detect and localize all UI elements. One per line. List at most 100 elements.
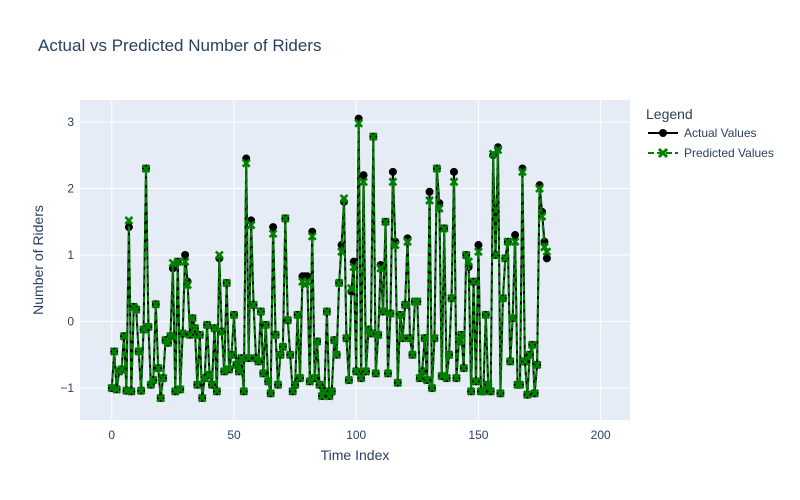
predicted-point (197, 393, 207, 403)
legend-item-actual[interactable]: Actual Values (648, 126, 757, 140)
predicted-point (525, 350, 535, 360)
predicted-point (312, 337, 322, 346)
predicted-point (112, 384, 122, 394)
predicted-point (361, 367, 371, 376)
predicted-point (144, 322, 153, 332)
predicted-point (139, 325, 148, 334)
actual-point (337, 241, 346, 250)
predicted-point (500, 253, 510, 263)
x-tick-label: 50 (227, 428, 241, 442)
predicted-point (471, 376, 481, 386)
x-tick-label: 0 (108, 428, 115, 442)
predicted-point (327, 386, 337, 396)
predicted-point (368, 132, 378, 142)
predicted-point (205, 370, 214, 380)
predicted-point (410, 297, 420, 306)
predicted-point (417, 367, 427, 376)
predicted-point (510, 237, 520, 247)
predicted-point (317, 391, 327, 401)
actual-point (388, 167, 397, 176)
predicted-point (124, 215, 134, 225)
predicted-point (239, 386, 249, 396)
predicted-point (283, 315, 293, 325)
predicted-point (295, 373, 305, 383)
predicted-point (447, 293, 456, 303)
predicted-point (513, 380, 522, 390)
actual-point (359, 171, 368, 180)
predicted-point (246, 220, 256, 230)
predicted-point (459, 363, 469, 373)
predicted-point (530, 388, 540, 398)
predicted-point (381, 217, 390, 227)
predicted-point (432, 164, 442, 173)
predicted-point (324, 391, 334, 401)
predicted-point (464, 257, 474, 267)
predicted-point (329, 335, 339, 345)
legend: Legend Actual Values Predicted Values (646, 106, 774, 160)
predicted-point (400, 300, 410, 310)
x-tick-label: 150 (468, 428, 488, 442)
x-tick-labels: 0 50 100 150 200 (108, 428, 611, 442)
predicted-point (476, 386, 486, 396)
actual-point (511, 231, 520, 240)
predicted-point (293, 310, 302, 320)
predicted-point (527, 340, 537, 350)
predicted-point (183, 280, 192, 290)
predicted-point (371, 369, 381, 378)
predicted-point (461, 250, 471, 260)
actual-point (269, 223, 278, 232)
predicted-point (493, 145, 503, 155)
predicted-point (537, 212, 547, 221)
predicted-point (180, 257, 190, 267)
predicted-point (109, 347, 119, 356)
predicted-point (288, 386, 298, 396)
legend-item-predicted[interactable]: Predicted Values (648, 146, 774, 160)
predicted-point (532, 360, 542, 370)
predicted-point (280, 214, 290, 223)
predicted-point (234, 367, 244, 376)
y-tick-label: 0 (67, 315, 74, 329)
predicted-point (378, 307, 388, 316)
predicted-point (496, 388, 505, 398)
predicted-point (158, 373, 168, 383)
predicted-point (263, 376, 273, 386)
predicted-point (354, 118, 364, 128)
predicted-point (141, 164, 151, 173)
predicted-point (134, 347, 144, 356)
predicted-point (420, 333, 430, 343)
x-tick-label: 100 (346, 428, 366, 442)
predicted-point (271, 330, 280, 340)
predicted-point (427, 383, 437, 393)
predicted-point (131, 305, 141, 314)
predicted-point (261, 320, 271, 330)
legend-predicted-marker (657, 147, 669, 159)
predicted-point (332, 350, 342, 360)
predicted-point (227, 350, 236, 360)
legend-predicted-label: Predicted Values (684, 146, 774, 160)
predicted-point (266, 388, 276, 398)
y-tick-label: 3 (67, 115, 74, 129)
predicted-point (273, 380, 283, 390)
y-tick-label: 1 (67, 248, 74, 262)
predicted-point (346, 283, 356, 293)
predicted-point (386, 309, 395, 318)
x-axis-title: Time Index (321, 447, 390, 463)
predicted-point (153, 363, 163, 373)
predicted-point (442, 373, 452, 383)
predicted-point (278, 342, 288, 352)
predicted-point (505, 357, 515, 366)
predicted-point (395, 310, 405, 320)
predicted-point (268, 229, 278, 239)
predicted-point (241, 158, 251, 168)
actual-point (474, 241, 483, 250)
predicted-point (449, 177, 459, 187)
predicted-point (373, 330, 383, 340)
predicted-point (307, 231, 317, 241)
predicted-point (249, 300, 258, 310)
predicted-point (454, 337, 464, 346)
predicted-point (119, 331, 129, 341)
predicted-point (540, 242, 549, 252)
actual-point (181, 251, 190, 260)
predicted-point (337, 247, 346, 257)
